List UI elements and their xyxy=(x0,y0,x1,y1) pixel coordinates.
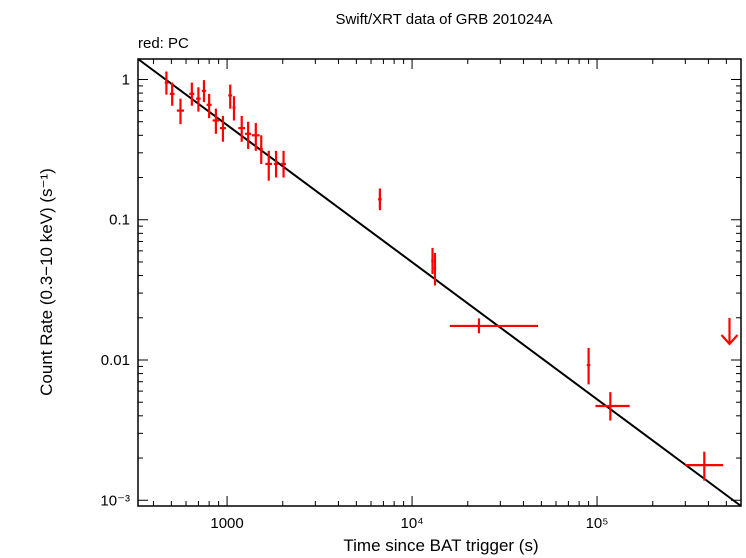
plot-frame xyxy=(137,58,742,507)
data-point xyxy=(238,115,245,142)
data-point xyxy=(685,451,724,481)
data-point xyxy=(281,150,286,178)
chart-subtitle: red: PC xyxy=(138,35,189,52)
x-tick-label: 1000 xyxy=(210,515,243,532)
axis-tick-labels: 1000 10⁴ 10⁵ 1 0.1 0.01 10⁻³ xyxy=(100,71,608,532)
data-point xyxy=(232,96,236,121)
data-point xyxy=(176,98,184,125)
axes-box xyxy=(137,58,742,507)
data-point xyxy=(265,150,273,181)
data-points xyxy=(164,71,739,481)
data-point xyxy=(164,71,169,95)
y-tick-label: 0.01 xyxy=(101,352,130,369)
axis-ticks xyxy=(138,59,742,506)
x-axis-label: Time since BAT trigger (s) xyxy=(343,536,538,555)
data-point xyxy=(259,135,263,164)
data-point xyxy=(251,122,260,151)
data-point xyxy=(206,93,212,119)
upper-limit-arrow xyxy=(720,318,739,346)
chart-title: Swift/XRT data of GRB 201024A xyxy=(335,11,552,28)
data-point xyxy=(586,347,591,385)
data-point xyxy=(378,188,382,211)
data-point xyxy=(273,150,279,178)
data-point xyxy=(431,247,434,275)
upper-limit-head xyxy=(720,334,739,346)
y-tick-label: 0.1 xyxy=(109,212,130,229)
data-point xyxy=(196,87,201,112)
x-tick-label: 10⁴ xyxy=(400,515,423,532)
data-point xyxy=(595,392,630,421)
y-axis-label: Count Rate (0.3−10 keV) (s⁻¹) xyxy=(37,168,56,396)
fit-line-group xyxy=(137,58,742,507)
data-point xyxy=(212,108,220,134)
data-point xyxy=(228,84,233,109)
data-point xyxy=(189,82,195,106)
data-point xyxy=(169,82,175,106)
data-point xyxy=(433,252,437,286)
y-tick-label: 1 xyxy=(122,71,130,88)
y-tick-label: 10⁻³ xyxy=(100,492,130,509)
data-point xyxy=(244,121,252,149)
data-point xyxy=(201,80,207,103)
x-tick-label: 10⁵ xyxy=(586,515,609,532)
data-point xyxy=(449,318,539,334)
fit-line xyxy=(137,58,742,507)
data-point xyxy=(219,115,226,142)
